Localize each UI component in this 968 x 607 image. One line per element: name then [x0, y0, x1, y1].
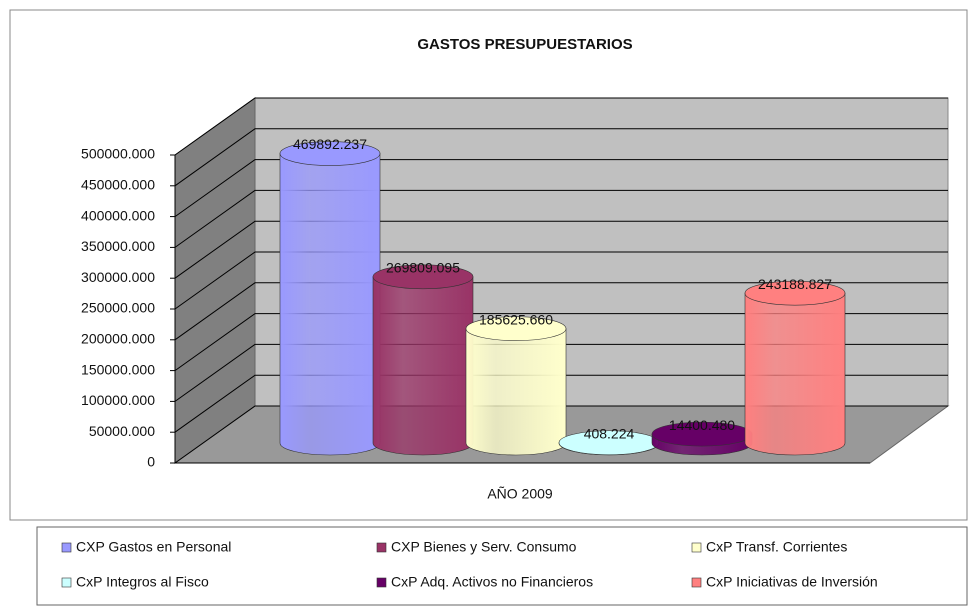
data-label: 185625.660 [479, 311, 553, 327]
y-tick-label: 0 [147, 454, 155, 470]
grid-line [174, 374, 948, 433]
bar-body [744, 292, 846, 456]
bar [558, 430, 660, 456]
y-tick-label: 250000.000 [81, 300, 155, 316]
bar-body [372, 276, 474, 456]
grid-line [174, 97, 948, 156]
grid-line [174, 220, 948, 279]
bar [372, 264, 474, 456]
bar [279, 141, 381, 456]
data-label: 269809.095 [386, 260, 460, 276]
legend-label: CXP Bienes y Serv. Consumo [391, 539, 577, 555]
data-label: 243188.827 [758, 276, 832, 292]
legend-label: CxP Transf. Corrientes [706, 539, 847, 555]
legend-box [36, 526, 968, 606]
data-label: 408.224 [584, 425, 635, 441]
grid-line [174, 343, 948, 402]
bar-top [465, 316, 567, 341]
bar [465, 316, 567, 456]
legend-swatch [61, 542, 72, 553]
bar-body [465, 328, 567, 456]
grid-line [174, 405, 948, 464]
grid-line [174, 128, 948, 187]
y-tick-label: 200000.000 [81, 331, 155, 347]
data-label: 469892.237 [293, 136, 367, 152]
legend-label: CxP Iniciativas de Inversión [706, 574, 878, 590]
grid-line [174, 313, 948, 372]
grid-line [174, 251, 948, 310]
grid-line [174, 189, 948, 248]
legend-swatch [691, 577, 702, 588]
legend-label: CxP Adq. Activos no Financieros [391, 574, 593, 590]
legend-swatch [376, 577, 387, 588]
y-tick-label: 450000.000 [81, 177, 155, 193]
legend-swatch [61, 577, 72, 588]
y-tick-label: 400000.000 [81, 207, 155, 223]
y-tick-label: 150000.000 [81, 361, 155, 377]
x-tick-label: AÑO 2009 [487, 486, 553, 502]
bar-body [279, 153, 381, 456]
legend-swatch [376, 542, 387, 553]
legend-label: CXP Gastos en Personal [76, 539, 231, 555]
y-tick-label: 300000.000 [81, 269, 155, 285]
bar-top [279, 141, 381, 166]
grid-line [174, 159, 948, 218]
chart-title: GASTOS PRESUPUESTARIOS [417, 36, 632, 53]
y-tick-label: 50000.000 [89, 423, 155, 439]
grid-line [174, 282, 948, 341]
bar-top [744, 280, 846, 306]
y-tick-label: 350000.000 [81, 238, 155, 254]
legend-label: CxP Integros al Fisco [76, 574, 209, 590]
data-label: 14400.480 [669, 417, 735, 433]
bar [744, 280, 846, 456]
legend-swatch [691, 542, 702, 553]
y-tick-label: 100000.000 [81, 392, 155, 408]
y-tick-label: 500000.000 [81, 146, 155, 162]
bar-top [372, 264, 474, 290]
